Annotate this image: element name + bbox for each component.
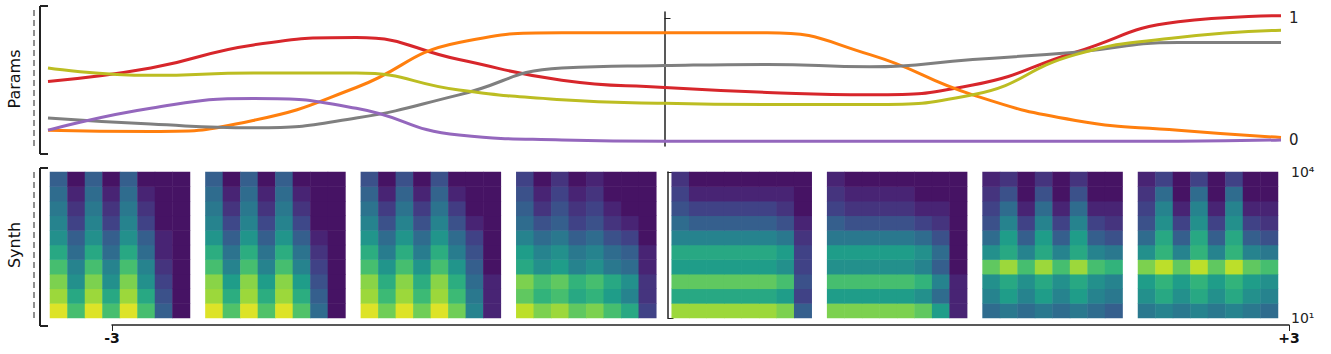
svg-text:+3: +3 xyxy=(1278,330,1299,346)
svg-text:-3: -3 xyxy=(104,330,120,346)
svg-text:10¹: 10¹ xyxy=(1291,310,1314,326)
svg-text:10⁴: 10⁴ xyxy=(1291,164,1315,180)
svg-text:1: 1 xyxy=(1289,9,1299,27)
svg-text:Params: Params xyxy=(5,49,24,108)
svg-text:Synth: Synth xyxy=(5,222,24,268)
svg-text:0: 0 xyxy=(1289,131,1299,149)
